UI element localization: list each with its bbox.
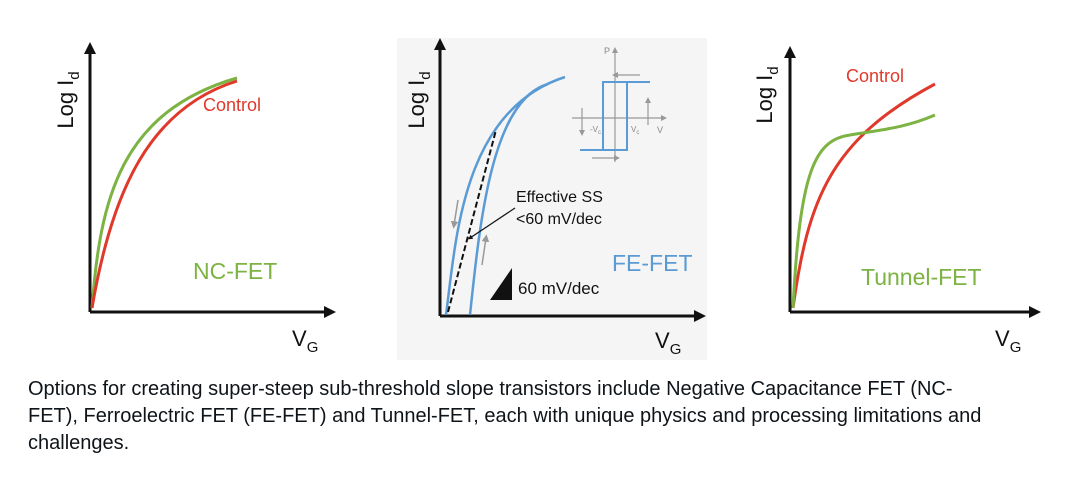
figure: Log Id VG Control NC-FET P V -Vc Vc Log …: [53, 38, 1041, 360]
y-label-sub: d: [765, 66, 782, 74]
x-label-main: V: [995, 326, 1010, 351]
curve: [791, 82, 936, 309]
inset-label: -Vc: [590, 125, 601, 136]
slope-triangle: [490, 268, 512, 300]
inset-label: Vc: [631, 125, 639, 136]
x-label-sub: G: [307, 339, 319, 356]
curve: [791, 113, 936, 309]
arrow: [468, 207, 516, 240]
x-label: VG: [292, 326, 318, 356]
x-label-main: V: [655, 328, 670, 353]
x-label-sub: G: [1010, 339, 1022, 356]
y-label-sub: d: [417, 71, 434, 79]
dashed-line: [447, 129, 497, 313]
inset-label-main: -V: [590, 125, 599, 134]
curve: [90, 76, 238, 309]
y-label-main: Log I: [53, 80, 78, 129]
caption: Options for creating super-steep sub-thr…: [28, 378, 982, 454]
inset-label-main: V: [631, 125, 637, 134]
y-label-sub: d: [66, 71, 83, 79]
curve: [90, 79, 238, 309]
inset-label-sub: c: [598, 130, 601, 136]
y-label-main: Log I: [752, 75, 777, 124]
arrow: [450, 199, 459, 229]
inset-label: P: [604, 46, 610, 56]
arrow: [481, 234, 490, 266]
inset-label: V: [657, 125, 663, 135]
x-label-sub: G: [670, 341, 682, 358]
panel-tunnel-fet: Log Id VG Control Tunnel-FET: [752, 46, 1041, 356]
annotation: Effective SS: [516, 189, 603, 206]
hysteresis-loop: [580, 81, 650, 151]
slope-label: 60 mV/dec: [518, 279, 600, 298]
y-label: Log Id: [404, 71, 434, 128]
y-label: Log Id: [752, 66, 782, 123]
y-label: Log Id: [53, 71, 83, 128]
device-label: FE-FET: [612, 250, 693, 276]
panel-fe-fet: P V -Vc Vc Log Id VG Effective SS <60 mV…: [397, 38, 707, 360]
inset-label-sub: c: [636, 130, 639, 136]
curve: [468, 82, 549, 316]
curve-label: Control: [203, 95, 261, 115]
device-label: NC-FET: [193, 258, 277, 284]
panel-nc-fet: Log Id VG Control NC-FET: [53, 42, 336, 356]
x-label: VG: [655, 328, 681, 358]
device-label: Tunnel-FET: [861, 264, 982, 290]
curve-label: Control: [846, 66, 904, 86]
x-label: VG: [995, 326, 1021, 356]
annotation: <60 mV/dec: [516, 211, 602, 228]
x-label-main: V: [292, 326, 307, 351]
y-label-main: Log I: [404, 80, 429, 129]
